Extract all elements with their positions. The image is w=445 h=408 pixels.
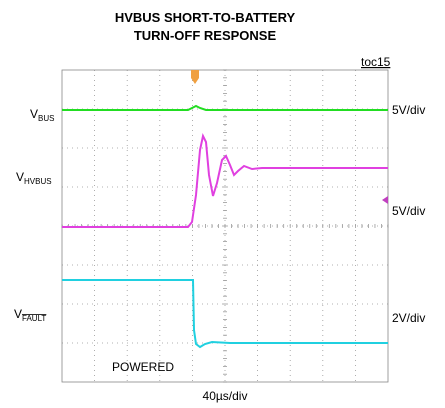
title-line: TURN-OFF RESPONSE xyxy=(134,28,277,43)
vbus-trace xyxy=(62,104,388,111)
vfault-trace xyxy=(62,279,388,349)
scale-label: 5V/div xyxy=(392,103,425,117)
time-scale: 40µs/div xyxy=(203,389,248,403)
trace-label: VBUS xyxy=(30,107,54,123)
figure-id: toc15 xyxy=(361,55,391,69)
title-line: HVBUS SHORT-TO-BATTERY xyxy=(115,10,296,25)
level-marker xyxy=(382,196,388,204)
trace-label: VFAULT xyxy=(14,307,46,323)
annotation: POWERED xyxy=(112,360,174,374)
scale-label: 2V/div xyxy=(392,311,425,325)
vhvbus-trace xyxy=(62,133,388,228)
scale-label: 5V/div xyxy=(392,204,425,218)
trace-label: VHVBUS xyxy=(16,170,52,186)
trigger-marker xyxy=(191,70,199,84)
